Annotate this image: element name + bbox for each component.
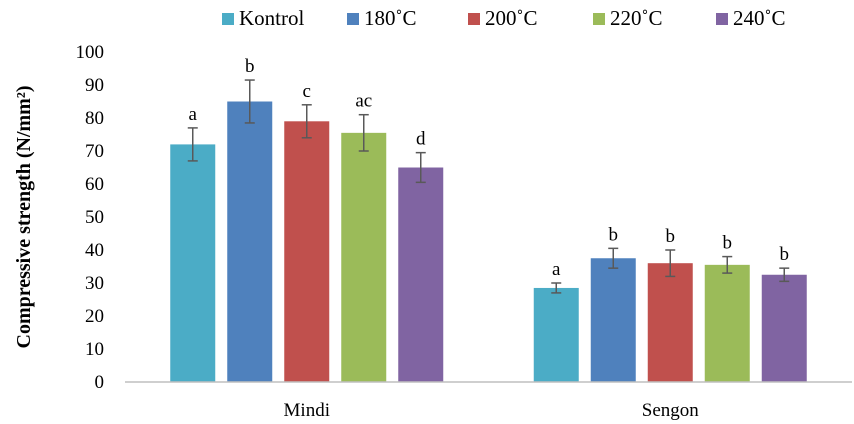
legend-label: 240˚C: [733, 6, 786, 30]
legend-swatch: [716, 13, 728, 25]
y-tick-label: 90: [85, 75, 104, 96]
bar: [533, 287, 579, 382]
error-bar: [244, 79, 255, 124]
error-bar: [301, 104, 312, 139]
y-tick-label: 50: [85, 207, 104, 228]
legend-swatch: [468, 13, 480, 25]
error-bar: [415, 151, 426, 184]
error-bar: [665, 249, 676, 278]
y-tick-label: 80: [85, 108, 104, 129]
legend-label: 220˚C: [610, 6, 663, 30]
significance-label: b: [609, 224, 619, 245]
y-axis-ticks: 0 10 20 30 40 50 60 70 80 90 100: [76, 42, 105, 393]
x-tick-label: Mindi: [284, 400, 330, 421]
y-tick-label: 40: [85, 240, 104, 261]
y-axis-label: Compressive strength (N/mm²): [13, 86, 35, 349]
y-tick-label: 100: [76, 42, 105, 63]
legend-item: 200˚C: [468, 6, 538, 30]
y-tick-label: 30: [85, 273, 104, 294]
legend: Kontrol 180˚C 200˚C 220˚C 240˚C: [222, 6, 786, 30]
legend-item: 220˚C: [593, 6, 663, 30]
legend-label: 200˚C: [485, 6, 538, 30]
significance-label: b: [780, 244, 790, 265]
bar: [590, 258, 636, 382]
bar: [761, 274, 807, 382]
legend-label: Kontrol: [239, 6, 304, 30]
legend-swatch: [593, 13, 605, 25]
error-bar: [722, 255, 733, 274]
x-tick-label: Sengon: [642, 400, 700, 421]
legend-swatch: [222, 13, 234, 25]
error-bar: [358, 113, 369, 152]
bar: [341, 132, 387, 382]
y-tick-label: 0: [95, 372, 105, 393]
legend-item: 240˚C: [716, 6, 786, 30]
bar: [170, 144, 216, 382]
significance-label: a: [189, 104, 198, 125]
bars: [170, 101, 807, 383]
bar: [398, 167, 444, 382]
significance-label: b: [723, 233, 733, 254]
y-tick-label: 20: [85, 306, 104, 327]
y-tick-label: 70: [85, 141, 104, 162]
significance-label: b: [666, 226, 676, 247]
error-bar: [187, 127, 198, 162]
y-tick-label: 60: [85, 174, 104, 195]
legend-item: 180˚C: [347, 6, 417, 30]
bar: [284, 121, 330, 383]
legend-label: 180˚C: [364, 6, 417, 30]
bar: [647, 263, 693, 382]
error-bar: [551, 282, 562, 294]
significance-label: ac: [355, 91, 372, 112]
significance-label: a: [552, 259, 561, 280]
error-bars: [187, 79, 790, 294]
y-tick-label: 10: [85, 339, 104, 360]
significance-label: d: [416, 129, 426, 150]
error-bar: [608, 247, 619, 269]
significance-label: b: [245, 56, 255, 77]
error-bar: [779, 267, 790, 283]
legend-item: Kontrol: [222, 6, 304, 30]
x-axis-categories: Mindi Sengon: [284, 400, 700, 421]
legend-swatch: [347, 13, 359, 25]
bar: [227, 101, 273, 382]
bar: [704, 264, 750, 382]
significance-label: c: [303, 81, 311, 102]
significance-labels: a b c ac d a b b b b: [189, 56, 789, 280]
